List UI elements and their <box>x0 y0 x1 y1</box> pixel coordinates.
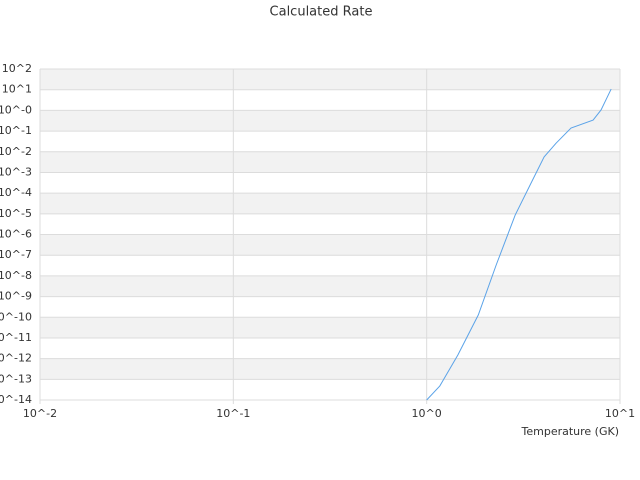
data-line <box>426 88 612 401</box>
y-tick-label: 10^-8 <box>0 269 32 282</box>
x-tick-label: 10^-2 <box>23 407 57 420</box>
grid-band <box>40 69 620 90</box>
y-tick-label: 10^-12 <box>0 352 32 365</box>
x-axis-label: Temperature (GK) <box>521 425 620 438</box>
y-tick-label: 10^-11 <box>0 331 32 344</box>
y-tick-label: 10^1 <box>2 83 32 96</box>
y-tick-label: 10^2 <box>2 62 32 75</box>
x-tick-label: 10^0 <box>412 407 442 420</box>
y-tick-label: 10^-14 <box>0 393 32 406</box>
y-tick-label: 10^-9 <box>0 290 32 303</box>
grid-band <box>40 151 620 173</box>
grid-band <box>40 317 620 338</box>
y-tick-label: 10^-4 <box>0 186 32 199</box>
grid-band <box>40 275 620 297</box>
x-tick-label: 10^-1 <box>216 407 250 420</box>
x-tick-label: 10^1 <box>605 407 635 420</box>
y-tick-label: 10^-5 <box>0 207 32 220</box>
y-tick-label: 10^-6 <box>0 228 32 241</box>
grid-band <box>40 358 620 380</box>
y-tick-label: 10^-0 <box>0 103 32 116</box>
grid-band <box>40 234 620 256</box>
grid-band <box>40 110 620 132</box>
chart-title: Calculated Rate <box>270 5 373 20</box>
y-tick-label: 10^-13 <box>0 372 32 385</box>
grid-band <box>40 193 620 214</box>
y-tick-label: 10^-3 <box>0 165 32 178</box>
y-tick-label: 10^-7 <box>0 248 32 261</box>
y-tick-label: 10^-1 <box>0 124 32 137</box>
y-tick-label: 10^-10 <box>0 310 32 323</box>
y-tick-label: 10^-2 <box>0 145 32 158</box>
